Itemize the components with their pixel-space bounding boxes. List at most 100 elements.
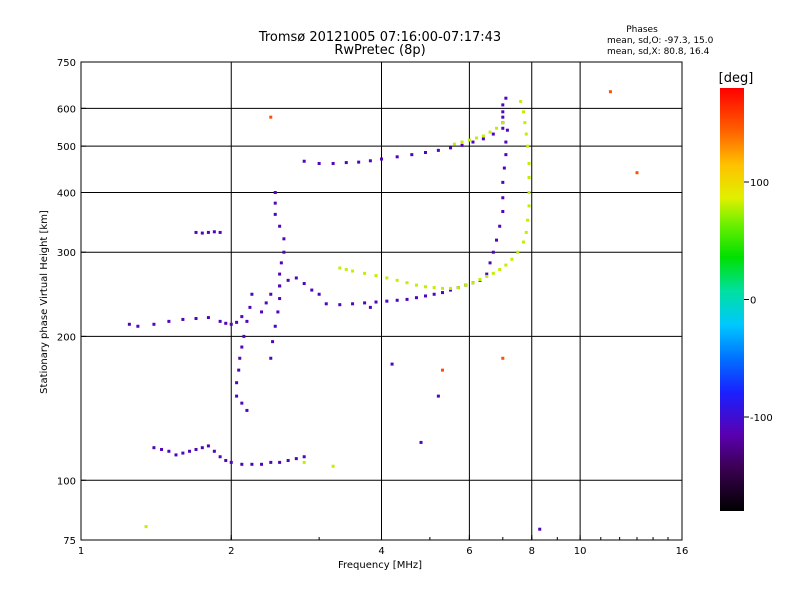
data-points [127,90,639,531]
data-point [206,230,210,234]
data-point [414,296,418,300]
data-point [501,196,505,200]
data-point [278,460,282,464]
data-point [331,161,335,165]
x-tick-label: 1 [78,546,84,557]
y-tick-label: 600 [57,104,76,115]
data-point [501,126,505,130]
x-tick-label: 6 [466,546,472,557]
data-point [324,302,328,306]
data-point [516,250,520,254]
data-point [395,278,399,282]
data-point [456,286,460,290]
y-tick-label: 100 [57,476,76,487]
data-point [485,272,489,276]
colorbar-ticks: 100 0 -100 [744,178,773,424]
data-point [248,305,252,309]
data-point [501,121,505,125]
data-point [485,274,489,278]
data-point [423,285,427,289]
data-point [224,321,228,325]
data-point [527,161,531,165]
y-tick-label: 200 [57,332,76,343]
y-tick-label: 300 [57,248,76,259]
data-point [449,288,453,292]
data-point [310,288,314,292]
data-point [338,266,342,270]
data-point [527,175,531,179]
data-point [286,278,290,282]
data-point [212,230,216,234]
data-point [344,161,348,165]
data-point [194,316,198,320]
data-point [127,322,131,326]
data-point [273,212,277,216]
data-point [250,292,254,296]
y-tick-label: 750 [57,58,76,69]
data-point [501,103,505,107]
data-point [419,440,423,444]
colorbar-tick-label: 100 [750,178,769,189]
x-axis-label: Frequency [MHz] [338,560,422,571]
data-point [368,305,372,309]
data-point [357,160,361,164]
data-point [449,286,453,290]
data-point [395,155,399,159]
data-point [271,340,275,344]
data-point [276,310,280,314]
data-point [245,408,249,412]
data-point [368,159,372,163]
data-point [269,356,273,360]
data-point [498,224,502,228]
data-point [464,283,468,287]
data-point [436,148,440,152]
data-point [501,110,505,114]
data-point [495,126,499,130]
data-point [194,230,198,234]
data-point [240,401,244,405]
data-point [423,150,427,154]
data-point [471,140,475,144]
data-point [273,324,277,328]
x-tick-label: 10 [574,546,587,557]
data-point [302,282,306,286]
data-point [218,319,222,323]
data-point [200,446,204,450]
data-point [524,132,528,136]
data-point [294,457,298,461]
colorbar-tick-label: 0 [750,296,756,307]
data-point [269,115,273,119]
data-point [240,462,244,466]
data-point [491,250,495,254]
data-point [260,310,264,314]
data-point [245,319,249,323]
data-point [174,453,178,457]
data-point [488,261,492,265]
data-point [250,462,254,466]
data-point [538,527,542,531]
data-point [317,292,321,296]
data-point [460,143,464,147]
y-tick-label: 500 [57,142,76,153]
data-point [374,300,378,304]
stats-line-o: mean, sd,O: -97.3, 15.0 [607,36,714,46]
data-point [224,458,228,462]
data-point [363,271,367,275]
data-point [524,230,528,234]
colorbar: [deg] 100 0 -100 [719,71,773,511]
data-point [498,268,502,272]
data-point [527,204,531,208]
x-tick-label: 16 [676,546,689,557]
data-point [235,320,239,324]
data-point [432,286,436,290]
data-point [390,362,394,366]
chart-subtitle: RwPretec (8p) [334,43,425,58]
data-point [635,171,639,175]
data-point [167,319,171,323]
data-point [279,261,283,265]
data-point [510,257,514,261]
data-point [501,210,505,214]
data-point [194,447,198,451]
data-point [504,96,508,100]
data-point [478,278,482,282]
